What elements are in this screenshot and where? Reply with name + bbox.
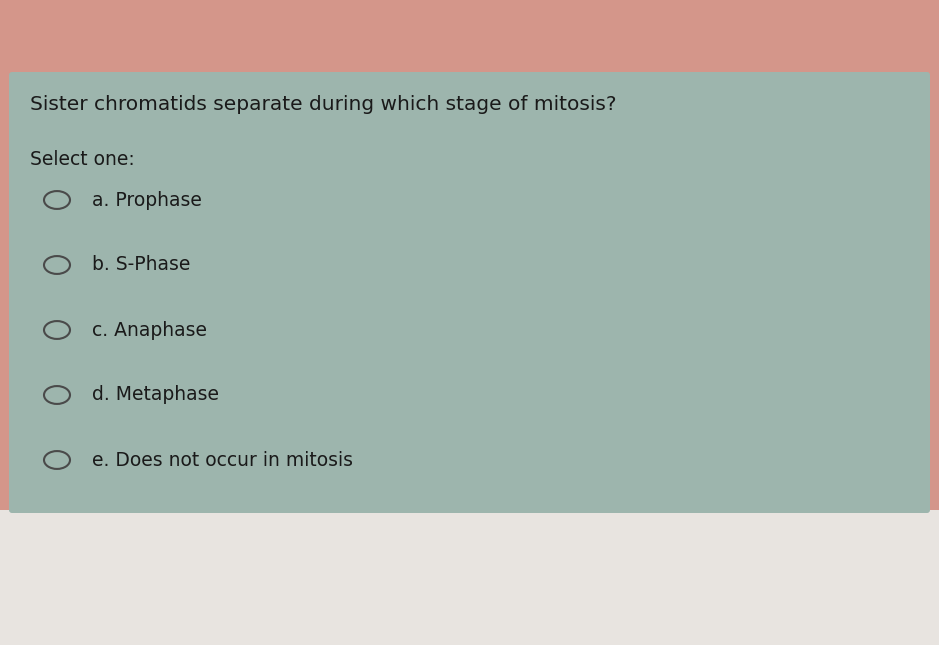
Text: e. Does not occur in mitosis: e. Does not occur in mitosis bbox=[92, 450, 353, 470]
Text: b. S-Phase: b. S-Phase bbox=[92, 255, 191, 275]
Text: a. Prophase: a. Prophase bbox=[92, 190, 202, 210]
Text: Select one:: Select one: bbox=[30, 150, 135, 169]
Text: Sister chromatids separate during which stage of mitosis?: Sister chromatids separate during which … bbox=[30, 95, 617, 114]
FancyBboxPatch shape bbox=[9, 72, 930, 513]
FancyBboxPatch shape bbox=[0, 510, 939, 645]
Text: c. Anaphase: c. Anaphase bbox=[92, 321, 207, 339]
Text: d. Metaphase: d. Metaphase bbox=[92, 386, 219, 404]
